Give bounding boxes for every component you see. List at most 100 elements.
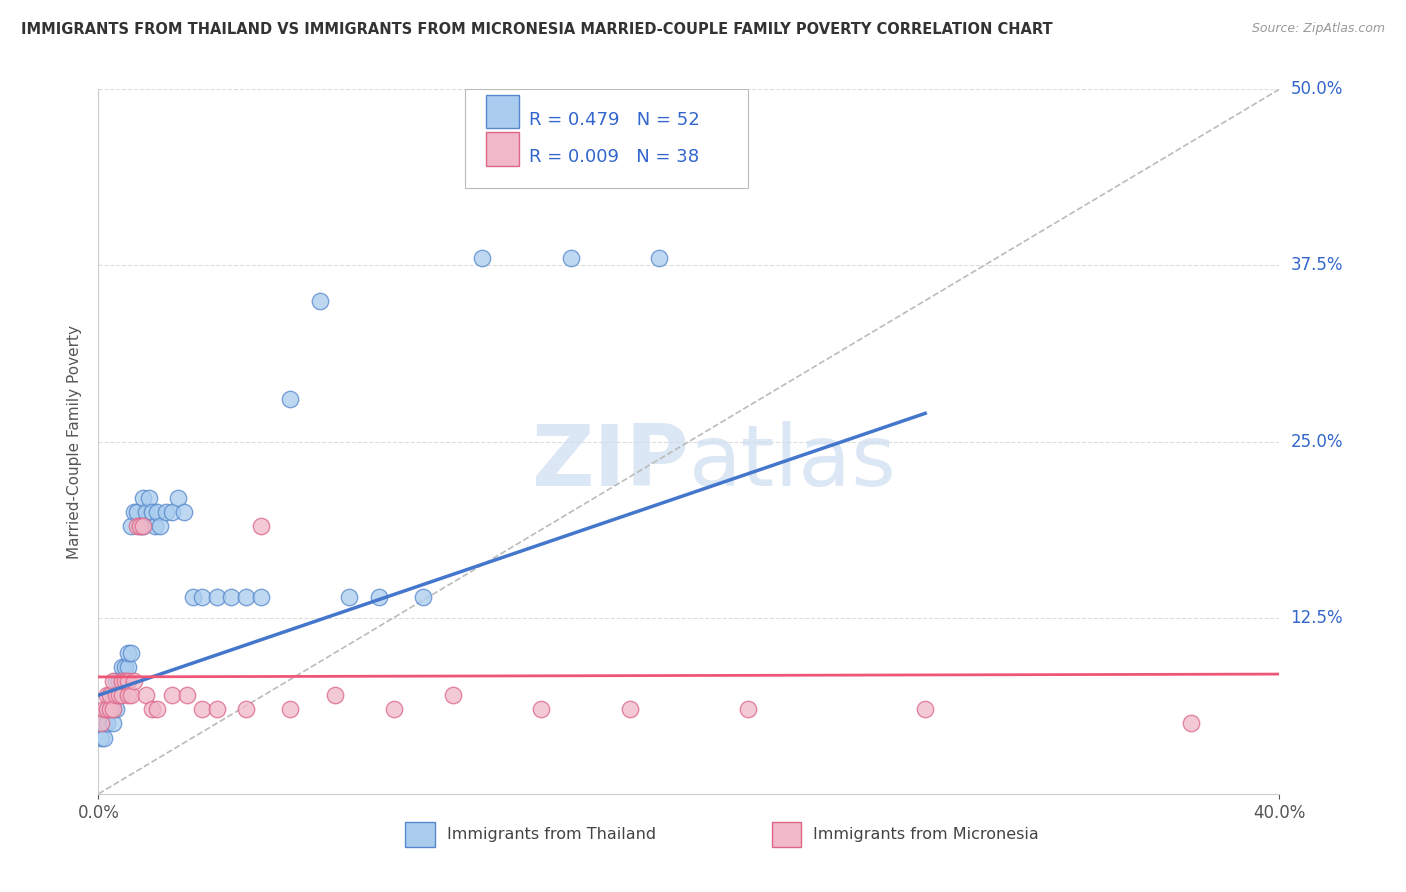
Point: [111, 660, 134, 674]
Point: [103, 716, 125, 731]
Text: R = 0.009   N = 38: R = 0.009 N = 38: [530, 148, 700, 166]
Point: [122, 674, 145, 689]
Point: [138, 491, 160, 505]
Point: [96, 716, 118, 731]
Point: [93, 716, 115, 731]
Point: [98, 688, 121, 702]
Point: [250, 519, 273, 533]
Point: [111, 688, 134, 702]
FancyBboxPatch shape: [464, 89, 748, 188]
Point: [125, 505, 148, 519]
Text: ZIP: ZIP: [531, 421, 689, 504]
Point: [339, 590, 361, 604]
Text: 25.0%: 25.0%: [1291, 433, 1343, 450]
Point: [105, 688, 128, 702]
Point: [412, 590, 434, 604]
Point: [471, 252, 494, 266]
Point: [120, 646, 142, 660]
Point: [114, 660, 136, 674]
Point: [205, 590, 228, 604]
Point: [120, 688, 142, 702]
Point: [146, 702, 169, 716]
Point: [737, 702, 759, 716]
Point: [205, 702, 228, 716]
Point: [128, 519, 150, 533]
Text: Immigrants from Thailand: Immigrants from Thailand: [447, 827, 657, 841]
Point: [280, 702, 302, 716]
Point: [117, 674, 139, 689]
Point: [108, 688, 131, 702]
Point: [98, 688, 121, 702]
Point: [98, 702, 121, 716]
Point: [103, 702, 125, 716]
Point: [250, 590, 273, 604]
Point: [181, 590, 204, 604]
Point: [132, 491, 155, 505]
Point: [122, 505, 145, 519]
Point: [141, 702, 163, 716]
Point: [146, 505, 169, 519]
Point: [96, 702, 118, 716]
Point: [648, 252, 671, 266]
Point: [235, 702, 257, 716]
Point: [128, 519, 150, 533]
Point: [125, 519, 148, 533]
Point: [105, 702, 128, 716]
Point: [96, 702, 118, 716]
Point: [135, 688, 157, 702]
Text: atlas: atlas: [689, 421, 897, 504]
Point: [309, 293, 332, 308]
Point: [155, 505, 177, 519]
Point: [132, 519, 155, 533]
Point: [105, 674, 128, 689]
Point: [103, 702, 125, 716]
Point: [162, 505, 183, 519]
Point: [114, 674, 136, 689]
Point: [167, 491, 190, 505]
Bar: [486, 95, 519, 128]
Point: [93, 702, 115, 716]
Point: [98, 702, 121, 716]
Point: [93, 731, 115, 745]
Point: [132, 519, 155, 533]
Point: [235, 590, 257, 604]
Point: [914, 702, 936, 716]
Text: 50.0%: 50.0%: [1291, 80, 1343, 98]
Point: [162, 688, 183, 702]
Text: IMMIGRANTS FROM THAILAND VS IMMIGRANTS FROM MICRONESIA MARRIED-COUPLE FAMILY POV: IMMIGRANTS FROM THAILAND VS IMMIGRANTS F…: [21, 22, 1053, 37]
Point: [191, 702, 214, 716]
Text: Immigrants from Micronesia: Immigrants from Micronesia: [813, 827, 1039, 841]
Point: [108, 688, 131, 702]
Bar: [405, 822, 434, 847]
Point: [111, 674, 134, 689]
Point: [90, 716, 112, 731]
Point: [323, 688, 346, 702]
Point: [191, 590, 214, 604]
Point: [108, 674, 131, 689]
Point: [117, 688, 139, 702]
Text: 12.5%: 12.5%: [1291, 608, 1343, 627]
Point: [105, 688, 128, 702]
Point: [135, 505, 157, 519]
Point: [176, 688, 198, 702]
Point: [560, 252, 582, 266]
Point: [221, 590, 243, 604]
Point: [530, 702, 553, 716]
Y-axis label: Married-Couple Family Poverty: Married-Couple Family Poverty: [67, 325, 83, 558]
Point: [120, 519, 142, 533]
Point: [173, 505, 195, 519]
Point: [90, 731, 112, 745]
Point: [117, 646, 139, 660]
Point: [114, 674, 136, 689]
Point: [441, 688, 464, 702]
Point: [103, 688, 125, 702]
Point: [382, 702, 405, 716]
Text: Source: ZipAtlas.com: Source: ZipAtlas.com: [1251, 22, 1385, 36]
Text: 37.5%: 37.5%: [1291, 256, 1343, 275]
Point: [149, 519, 172, 533]
Point: [619, 702, 641, 716]
Text: R = 0.479   N = 52: R = 0.479 N = 52: [530, 111, 700, 129]
Point: [141, 505, 163, 519]
Point: [1180, 716, 1202, 731]
Point: [111, 674, 134, 689]
